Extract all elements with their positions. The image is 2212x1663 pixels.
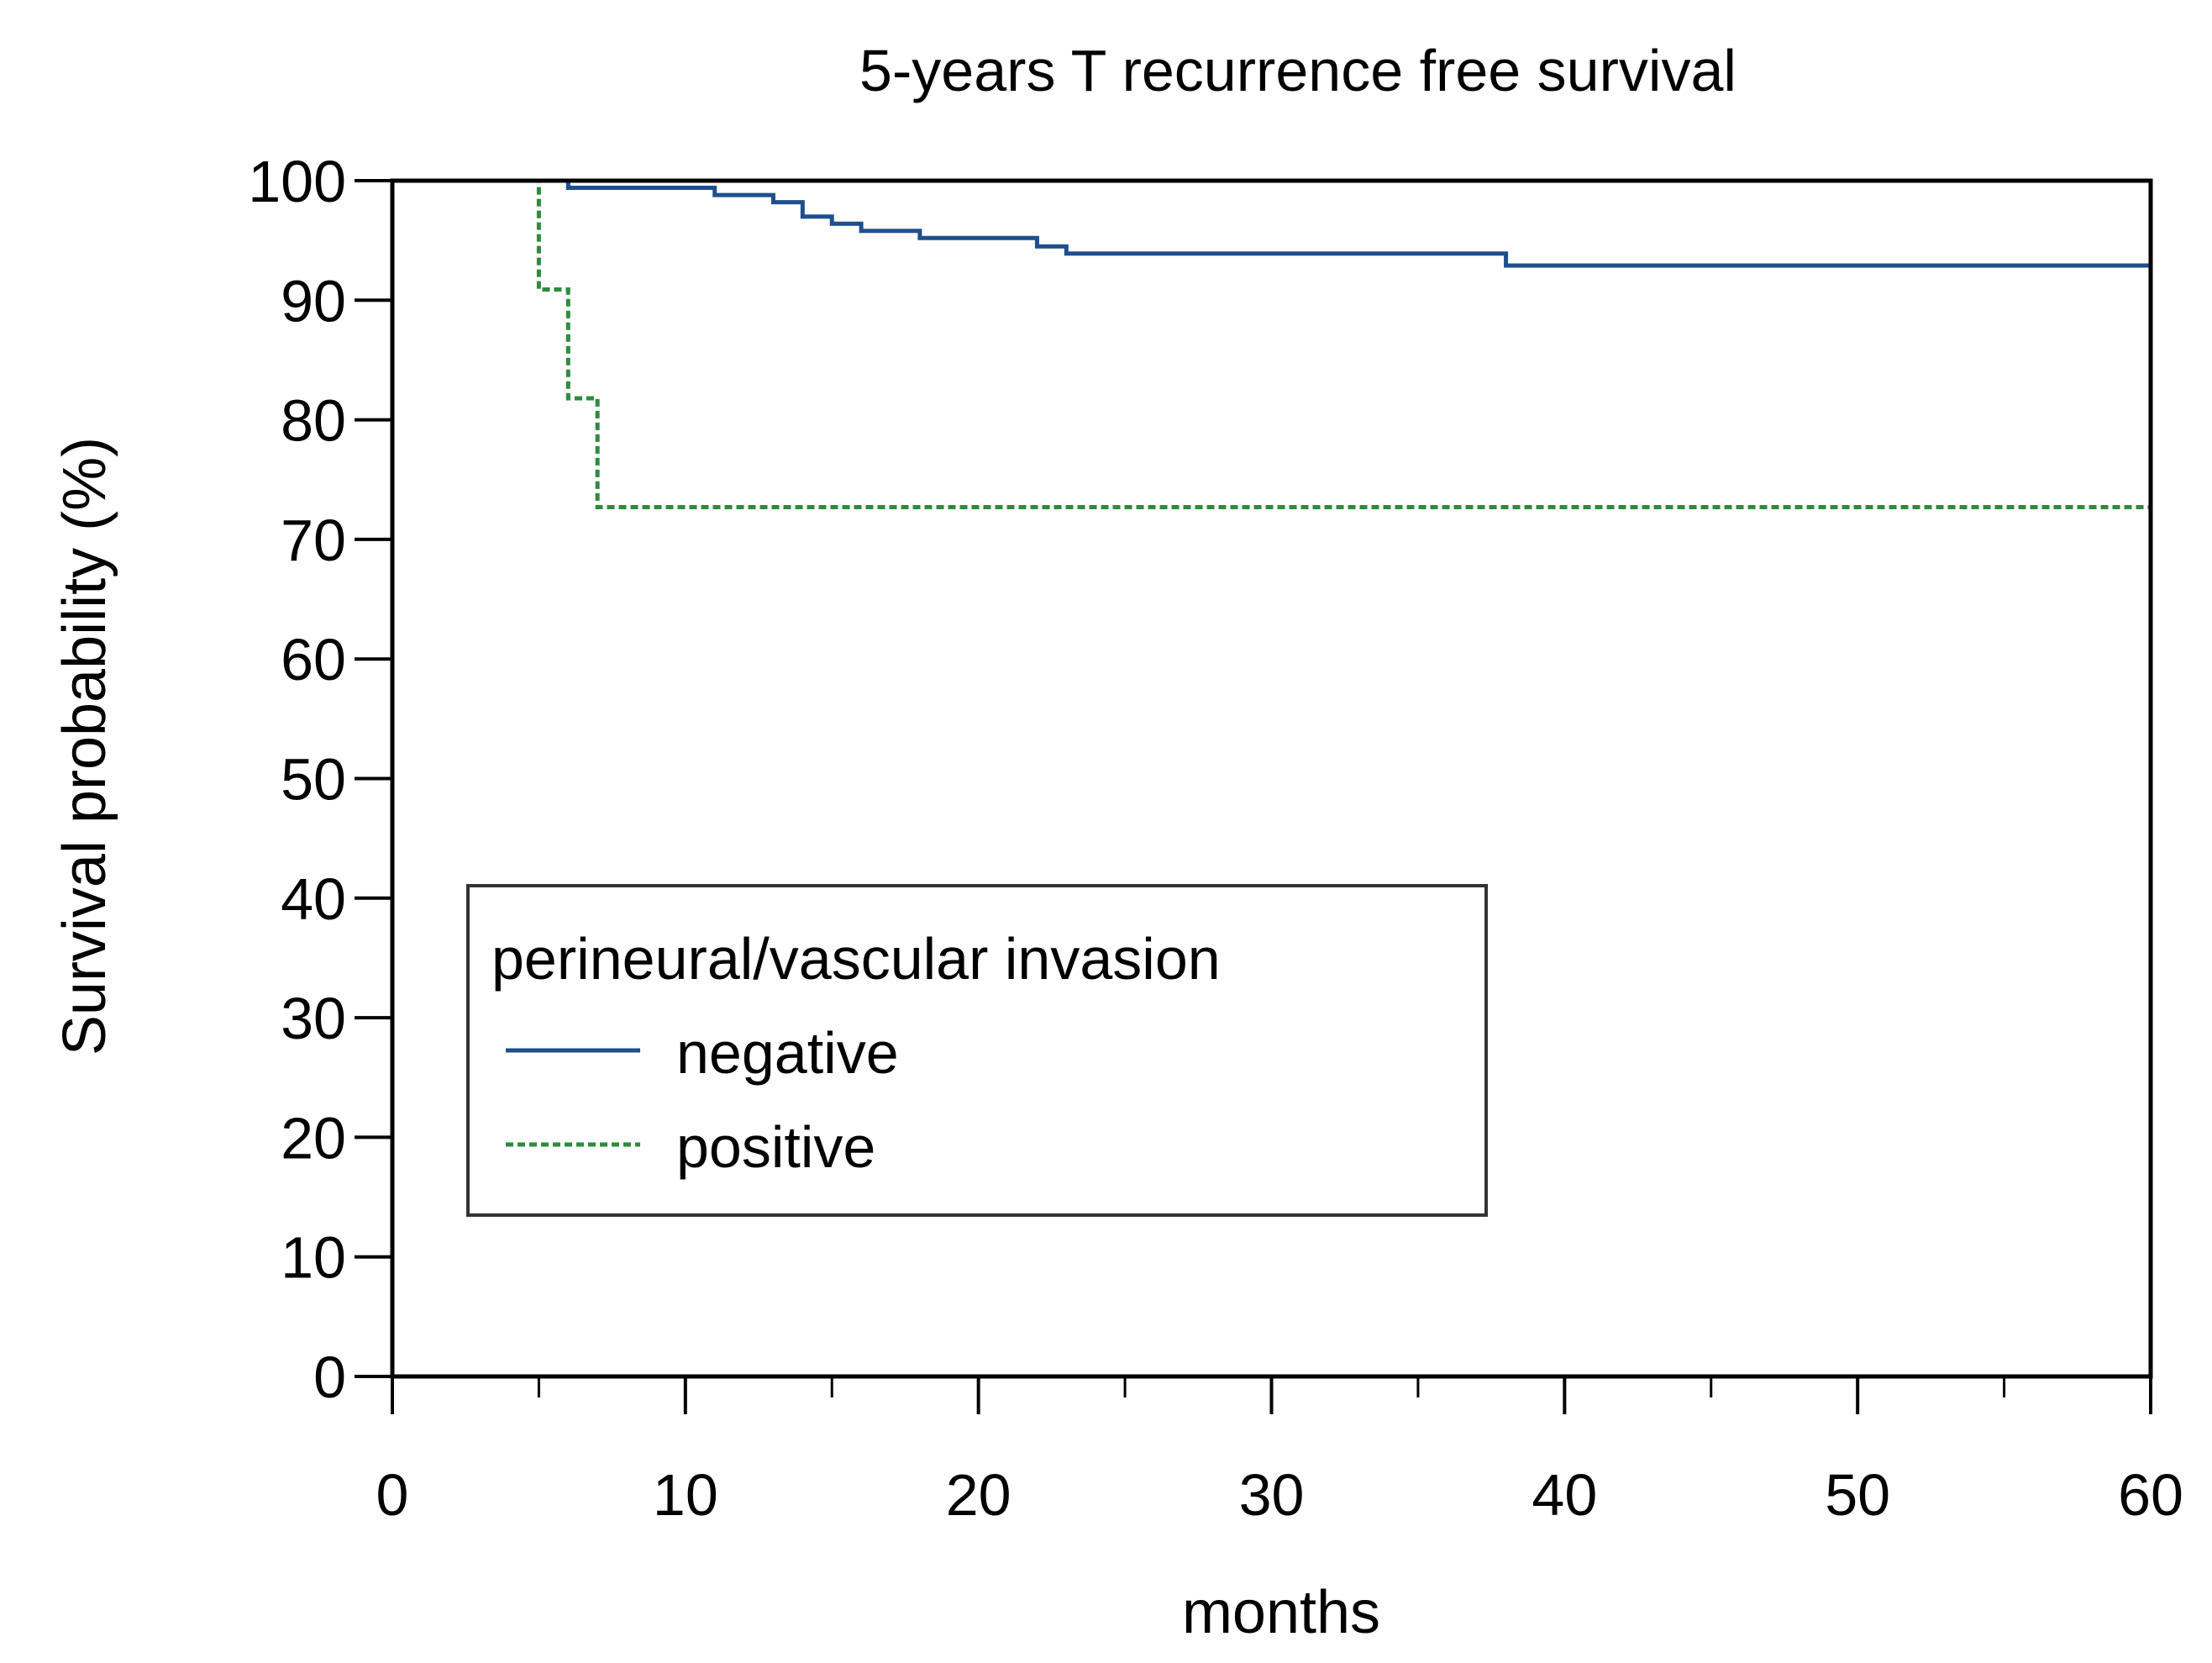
y-tick-label-40: 40 [281,866,346,932]
series-layer [392,178,2153,509]
x-tick-label-60: 60 [2118,1462,2183,1528]
legend-label-positive: positive [676,1114,875,1180]
ticks-layer: 0 10 20 30 40 50 60 70 80 90 100 0 10 20 30 40 50 60 [248,149,2183,1528]
y-tick-label-30: 30 [281,986,346,1051]
legend-label-negative: negative [676,1020,899,1086]
x-tick-label-30: 30 [1239,1462,1305,1528]
x-axis-label: months [1182,1579,1380,1646]
x-tick-label-50: 50 [1825,1462,1890,1528]
x-tick-label-0: 0 [376,1462,409,1528]
y-tick-label-20: 20 [281,1105,346,1171]
y-tick-label-60: 60 [281,627,346,692]
chart-title: 5-years T recurrence free survival [859,38,1736,103]
y-tick-label-0: 0 [313,1345,346,1410]
series-negative [392,178,2153,276]
y-tick-label-100: 100 [248,149,346,214]
y-tick-label-70: 70 [281,508,346,573]
series-positive [392,178,2151,509]
y-tick-label-10: 10 [281,1225,346,1291]
x-tick-label-20: 20 [946,1462,1011,1528]
legend-title: perineural/vascular invasion [491,926,1221,992]
y-tick-label-80: 80 [281,388,346,454]
y-tick-label-90: 90 [281,268,346,334]
y-axis-label: Survival probability (%) [51,437,118,1055]
legend: perineural/vascular invasion negative po… [466,884,1488,1217]
y-tick-label-50: 50 [281,747,346,813]
x-tick-label-10: 10 [653,1462,718,1528]
x-tick-label-40: 40 [1532,1462,1597,1528]
